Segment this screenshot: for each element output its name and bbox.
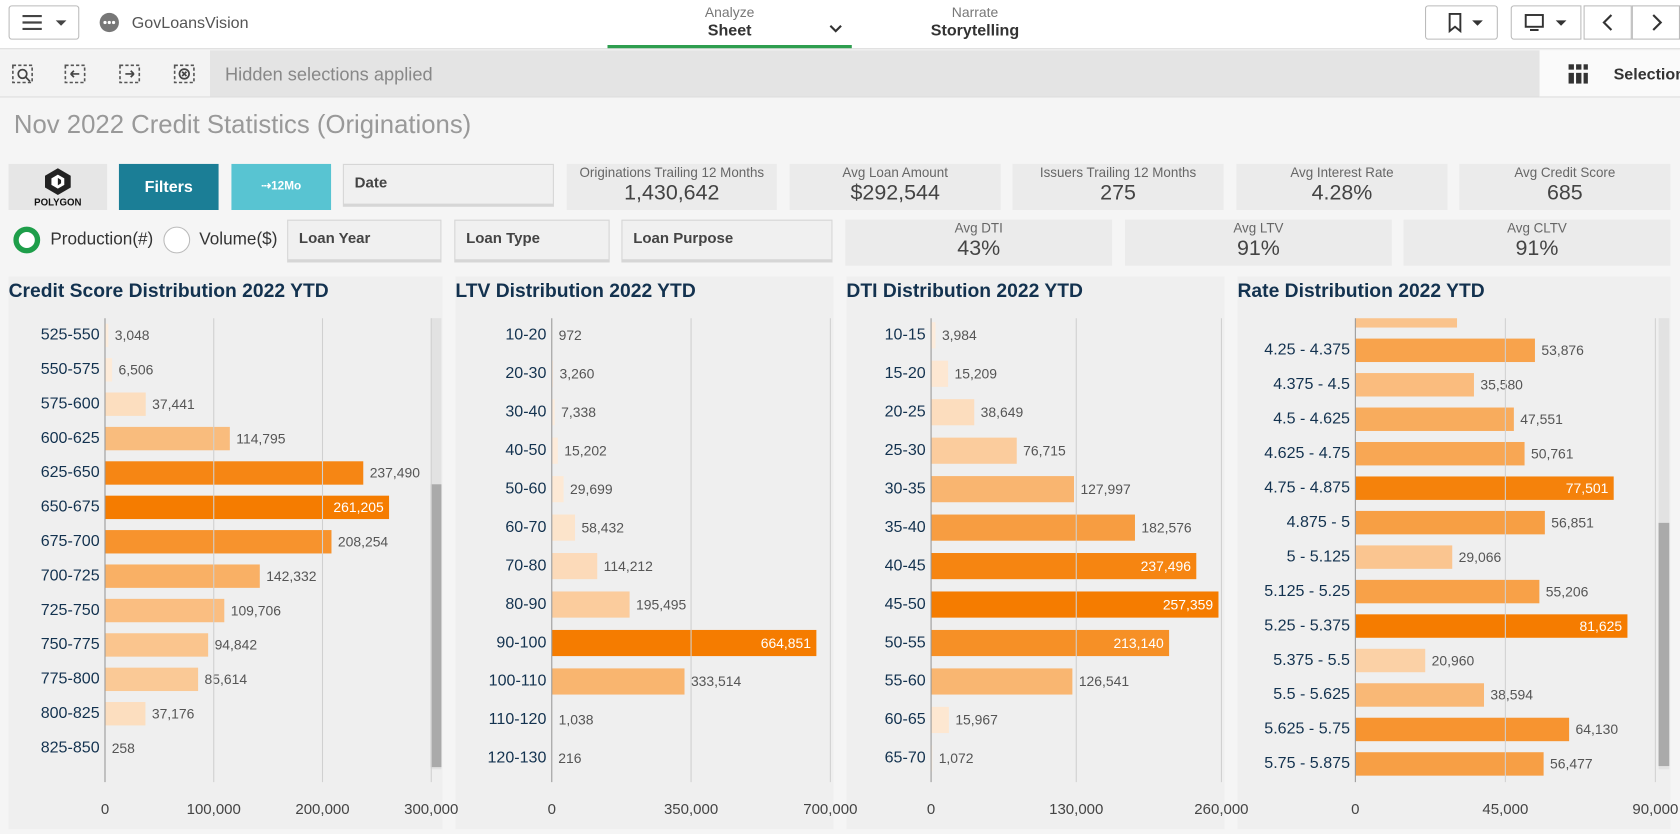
kpi-label: Avg CLTV — [1507, 220, 1567, 236]
loan-purpose-filter[interactable]: Loan Purpose — [621, 219, 833, 263]
kpi-value: 275 — [1100, 181, 1136, 205]
radio-label[interactable]: Volume($) — [199, 230, 278, 249]
tab-chevron[interactable] — [828, 24, 843, 35]
next-button[interactable] — [1631, 5, 1680, 40]
radio-ring — [13, 226, 41, 254]
kpi-label: Avg Loan Amount — [842, 165, 948, 181]
app-name: GovLoansVision — [131, 13, 249, 33]
kpi: Avg CLTV 91% — [1403, 219, 1671, 266]
kpi-label: Originations Trailing 12 Months — [579, 165, 765, 181]
filters-button[interactable]: Filters — [118, 163, 219, 211]
app-icon — [99, 12, 119, 33]
tab-value: Sheet — [707, 21, 752, 40]
kpi-value: 4.28% — [1311, 181, 1373, 205]
prev-button[interactable] — [1583, 5, 1632, 40]
tab-underline — [607, 45, 852, 49]
selection-tools — [0, 50, 211, 98]
radio[interactable] — [11, 224, 43, 256]
next-icon — [1652, 14, 1663, 31]
chart-panel: Credit Score Distribution 2022 YTD — [8, 276, 443, 830]
chart-panel: Rate Distribution 2022 YTD — [1237, 276, 1671, 830]
chart-panel: LTV Distribution 2022 YTD — [455, 276, 834, 830]
chart-title: Credit Score Distribution 2022 YTD — [8, 279, 329, 302]
period-label: 12Mo — [271, 180, 302, 193]
selections-icon — [1568, 64, 1588, 84]
kpi-value: 1,430,642 — [624, 181, 720, 205]
scroll-thumb[interactable] — [1658, 522, 1670, 767]
bookmark-button[interactable] — [1425, 5, 1498, 40]
prev-icon — [1602, 14, 1613, 31]
sheet-title: Nov 2022 Credit Statistics (Originations… — [13, 110, 472, 140]
radio[interactable] — [161, 224, 193, 256]
kpi-label: Avg Credit Score — [1514, 165, 1616, 181]
chart-title: DTI Distribution 2022 YTD — [846, 279, 1083, 302]
selections-bar — [210, 50, 1540, 98]
logo-text: POLYGON — [34, 197, 82, 208]
bookmark-icon — [1448, 12, 1483, 34]
scroll-thumb[interactable] — [430, 484, 442, 768]
kpi: Avg Loan Amount $292,544 — [789, 163, 1001, 211]
kpi-label: Issuers Trailing 12 Months — [1039, 165, 1197, 181]
menu-button[interactable] — [8, 5, 80, 40]
radio-ring — [163, 226, 191, 254]
chart-panel: DTI Distribution 2022 YTD — [846, 276, 1225, 830]
kpi: Avg Interest Rate 4.28% — [1236, 163, 1448, 211]
selections-button[interactable]: Selections — [1539, 50, 1680, 98]
top-bar — [0, 0, 1680, 50]
selection-status: Hidden selections applied — [225, 64, 433, 85]
loan-year-filter[interactable]: Loan Year — [287, 219, 442, 263]
kpi: Avg DTI 43% — [845, 219, 1113, 266]
date-filter[interactable]: Date — [342, 163, 554, 207]
radio-label[interactable]: Production(#) — [50, 230, 154, 249]
selections-label: Selections — [1613, 65, 1680, 84]
scrollbar[interactable] — [1658, 318, 1670, 770]
kpi-label: Avg LTV — [1233, 220, 1284, 236]
tab-label: Analyze — [704, 4, 755, 21]
analyze-tab[interactable]: Analyze Sheet — [608, 4, 852, 39]
period-button[interactable]: ⇢12Mo — [231, 163, 332, 211]
scrollbar[interactable] — [430, 318, 442, 770]
kpi-value: $292,544 — [850, 181, 940, 205]
logo: POLYGON — [8, 163, 108, 211]
chart-title: Rate Distribution 2022 YTD — [1237, 279, 1485, 302]
chart-title: LTV Distribution 2022 YTD — [455, 279, 696, 302]
selection-tool-icons — [12, 64, 195, 84]
narrate-tab[interactable]: Narrate Storytelling — [911, 4, 1040, 39]
kpi-value: 685 — [1546, 181, 1583, 205]
menu-icon — [22, 15, 67, 31]
kpi-label: Avg Interest Rate — [1290, 165, 1394, 181]
kpi-label: Avg DTI — [954, 220, 1003, 236]
tab-value: Storytelling — [930, 21, 1020, 40]
sheet-button[interactable] — [1510, 5, 1582, 40]
kpi: Issuers Trailing 12 Months 275 — [1012, 163, 1224, 211]
kpi: Avg LTV 91% — [1125, 219, 1392, 266]
period-icon: ⇢ — [261, 180, 272, 193]
kpi: Originations Trailing 12 Months 1,430,642 — [566, 163, 777, 211]
kpi-value: 43% — [957, 236, 1001, 261]
kpi-value: 91% — [1236, 236, 1280, 261]
kpi: Avg Credit Score 685 — [1459, 163, 1671, 211]
loan-type-filter[interactable]: Loan Type — [454, 219, 610, 263]
sheet-icon — [1524, 14, 1567, 31]
tab-label: Narrate — [951, 4, 999, 21]
logo-icon — [45, 168, 71, 196]
kpi-value: 91% — [1515, 236, 1559, 261]
